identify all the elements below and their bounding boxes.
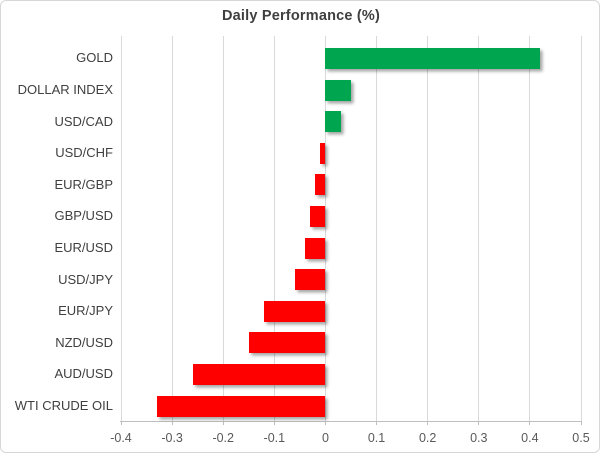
gridline bbox=[478, 36, 480, 421]
axis-tick-mark bbox=[222, 421, 224, 425]
bar-aud-usd bbox=[192, 363, 326, 385]
gridline bbox=[427, 36, 429, 421]
category-label-eur-gbp: EUR/GBP bbox=[54, 176, 113, 192]
x-tick-label: 0.2 bbox=[418, 431, 437, 445]
x-axis-line bbox=[120, 421, 582, 422]
bar-gbp-usd bbox=[310, 205, 326, 227]
category-label-usd-chf: USD/CHF bbox=[55, 145, 113, 161]
category-label-dollar-index: DOLLAR INDEX bbox=[17, 82, 113, 97]
bar-usd-jpy bbox=[294, 269, 326, 291]
bar-gold bbox=[325, 47, 541, 69]
bar-nzd-usd bbox=[248, 332, 326, 354]
category-label-gbp-usd: GBP/USD bbox=[54, 208, 113, 224]
x-tick-label: 0.4 bbox=[521, 431, 539, 445]
x-tick-label: -0.3 bbox=[161, 431, 183, 445]
x-tick-label: 0.5 bbox=[572, 431, 590, 445]
axis-tick-mark bbox=[324, 421, 326, 425]
x-tick-label: -0.2 bbox=[212, 431, 234, 445]
gridline bbox=[120, 36, 122, 421]
bar-wti-crude-oil bbox=[156, 395, 326, 417]
bar-dollar-index bbox=[325, 79, 351, 101]
x-tick-label: 0.3 bbox=[470, 431, 488, 445]
gridline bbox=[529, 36, 531, 421]
category-label-eur-usd: EUR/USD bbox=[54, 240, 113, 255]
axis-tick-mark bbox=[171, 421, 173, 425]
axis-tick-mark bbox=[529, 421, 531, 425]
bar-eur-jpy bbox=[264, 300, 326, 322]
bar-eur-gbp bbox=[315, 174, 326, 196]
chart-title: Daily Performance (%) bbox=[221, 8, 381, 24]
gridline bbox=[273, 36, 275, 421]
gridline bbox=[171, 36, 173, 421]
category-label-gold: GOLD bbox=[76, 50, 113, 66]
x-tick-label: -0.4 bbox=[110, 431, 132, 445]
category-label-aud-usd: AUD/USD bbox=[54, 366, 113, 382]
bar-usd-cad bbox=[325, 111, 341, 133]
category-label-usd-cad: USD/CAD bbox=[54, 113, 113, 129]
axis-tick-mark bbox=[478, 421, 480, 425]
bar-eur-usd bbox=[305, 237, 326, 259]
axis-tick-mark bbox=[376, 421, 378, 425]
gridline bbox=[580, 36, 582, 421]
gridline bbox=[376, 36, 378, 421]
gridline bbox=[324, 36, 326, 421]
axis-tick-mark bbox=[120, 421, 122, 425]
x-tick-label: 0.1 bbox=[367, 431, 386, 445]
axis-tick-mark bbox=[580, 421, 582, 425]
category-label-usd-jpy: USD/JPY bbox=[58, 271, 113, 287]
category-label-wti-crude-oil: WTI CRUDE OIL bbox=[14, 398, 113, 413]
category-label-eur-jpy: EUR/JPY bbox=[58, 303, 113, 319]
gridline bbox=[222, 36, 224, 421]
bar-usd-chf bbox=[320, 142, 326, 164]
axis-tick-mark bbox=[273, 421, 275, 425]
category-label-nzd-usd: NZD/USD bbox=[55, 334, 113, 350]
axis-tick-mark bbox=[427, 421, 429, 425]
x-tick-label: -0.1 bbox=[263, 431, 286, 445]
x-tick-label: 0 bbox=[321, 431, 329, 445]
